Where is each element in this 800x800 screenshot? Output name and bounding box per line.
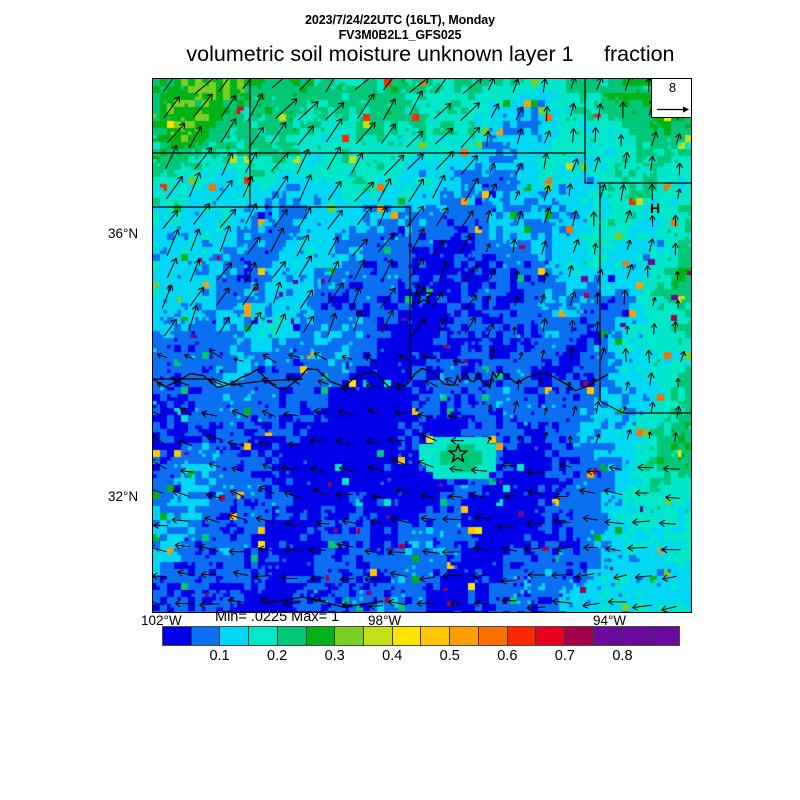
colorbar[interactable] xyxy=(162,626,680,646)
map-plot-area[interactable]: H 8 xyxy=(152,78,692,613)
colorbar-tick: 0.7 xyxy=(554,648,575,664)
soil-moisture-raster xyxy=(153,79,691,612)
colorbar-segment xyxy=(450,627,479,645)
colorbar-segment xyxy=(593,627,623,645)
lat-tick-32n: 32°N xyxy=(108,489,139,504)
colorbar-segment xyxy=(163,627,192,645)
colorbar-segment xyxy=(392,627,422,645)
colorbar-segment xyxy=(536,627,566,645)
colorbar-segment xyxy=(421,627,451,645)
lon-tick-94w: 94°W xyxy=(593,613,627,628)
colorbar-tick: 0.4 xyxy=(382,648,403,664)
lon-tick-98w: 98°W xyxy=(368,613,402,628)
colorbar-segment xyxy=(249,627,278,645)
model-name-label: FV3M0B2L1_GFS025 xyxy=(338,28,462,42)
colorbar-tick: 0.2 xyxy=(267,648,288,664)
unit-label: fraction xyxy=(604,42,675,66)
colorbar-segment xyxy=(191,627,221,645)
overlay-layer: H xyxy=(153,79,691,612)
wind-reference-legend: 8 xyxy=(651,79,691,118)
colorbar-tick: 0.8 xyxy=(612,648,633,664)
colorbar-segment xyxy=(277,627,307,645)
right-arrow-icon xyxy=(657,106,689,113)
valid-time-label: 2023/7/24/22UTC (16LT), Monday xyxy=(305,13,495,27)
colorbar-tick: 0.6 xyxy=(497,648,518,664)
colorbar-segment xyxy=(364,627,393,645)
colorbar-segment xyxy=(507,627,537,645)
colorbar-segment xyxy=(335,627,365,645)
colorbar-tick: 0.1 xyxy=(209,648,230,664)
colorbar-segment xyxy=(651,627,679,645)
colorbar-segment xyxy=(565,627,594,645)
colorbar-segment xyxy=(306,627,336,645)
colorbar-segment xyxy=(220,627,250,645)
lon-tick-102w: 102°W xyxy=(141,613,182,628)
lat-tick-36n: 36°N xyxy=(108,226,139,241)
min-max-label: Min= .0225 Max= 1 xyxy=(215,609,340,625)
high-pressure-marker: H xyxy=(650,200,660,216)
colorbar-tick-labels: 0.1 0.2 0.3 0.4 0.5 0.6 0.7 0.8 xyxy=(162,648,680,668)
wind-reference-value: 8 xyxy=(668,80,677,95)
colorbar-tick: 0.5 xyxy=(439,648,460,664)
chart-title-row: volumetric soil moisture unknown layer 1… xyxy=(0,42,800,70)
page-title: volumetric soil moisture unknown layer 1 xyxy=(186,42,574,66)
colorbar-segment xyxy=(478,627,508,645)
colorbar-tick: 0.3 xyxy=(324,648,345,664)
colorbar-segment xyxy=(622,627,652,645)
